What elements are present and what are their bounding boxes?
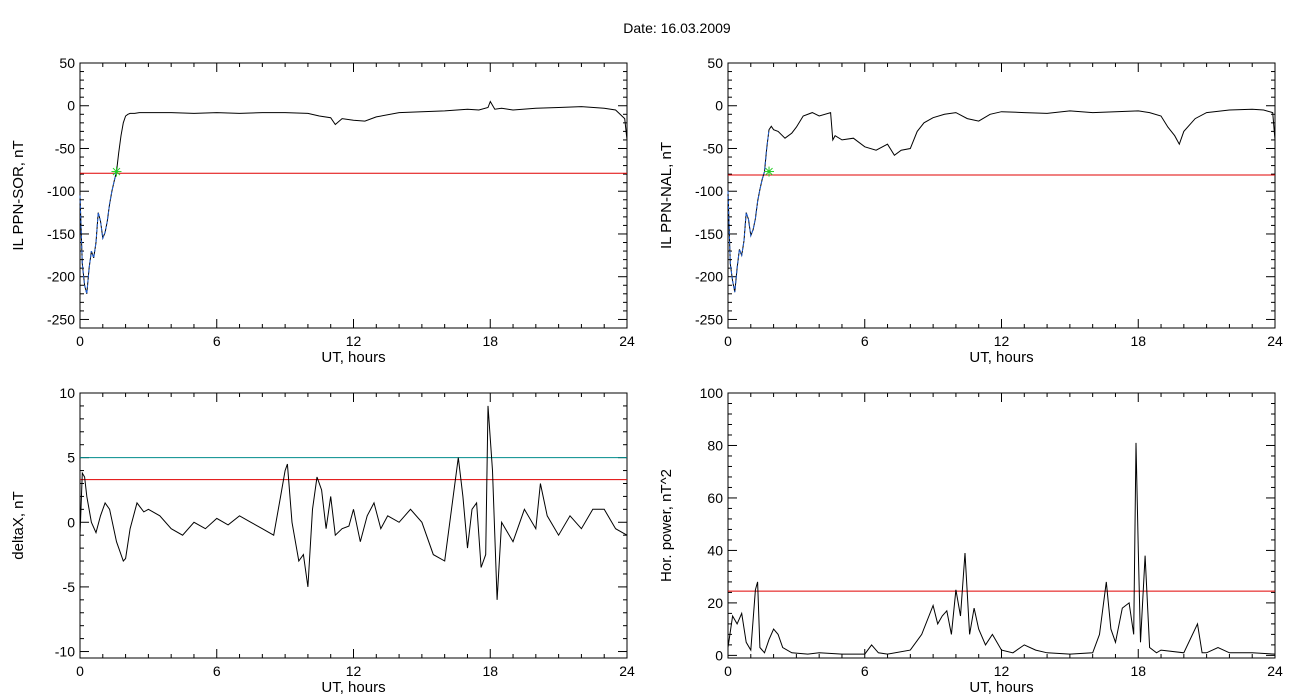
onset-segment: [727, 129, 770, 293]
x-axis-label: UT, hours: [321, 349, 385, 366]
x-tick-label: 18: [1130, 663, 1146, 679]
panel-il-ppn-sor: 0 6 12 18 24 50 0 -50 -100 -150 -200 -250 UT, hours I…: [10, 55, 635, 366]
series-line: [79, 100, 628, 294]
x-axis-label: UT, hours: [969, 679, 1033, 696]
y-tick-label: -50: [703, 140, 723, 156]
x-tick-label: 12: [994, 663, 1010, 679]
y-tick-label: 0: [715, 98, 723, 114]
x-tick-label: 6: [861, 663, 869, 679]
y-tick-label: -5: [63, 579, 76, 595]
y-tick-label: 5: [67, 450, 75, 466]
x-tick-label: 18: [482, 333, 498, 349]
x-tick-label: 0: [76, 663, 84, 679]
series-line: [79, 405, 628, 600]
y-axis-label: IL PPN-SOR, nT: [10, 140, 27, 250]
y-tick-label: -50: [55, 140, 75, 156]
y-tick-label: 0: [67, 514, 75, 530]
plot-frame: [79, 392, 628, 659]
x-tick-label: 12: [994, 333, 1010, 349]
panel-hor-power: 0 6 12 18 24 100 80 60 40 20 0 UT, hours Hor. power,…: [658, 385, 1283, 696]
y-tick-label: -200: [47, 269, 75, 285]
x-tick-label: 18: [1130, 333, 1146, 349]
y-tick-label: -100: [47, 183, 75, 199]
y-tick-label: 100: [700, 385, 724, 401]
panel-il-ppn-nal: 0 6 12 18 24 50 0 -50 -100 -150 -200 -250 UT, hours I…: [658, 55, 1283, 366]
x-axis-label: UT, hours: [969, 349, 1033, 366]
y-tick-label: 50: [707, 55, 723, 71]
y-tick-label: -200: [695, 269, 723, 285]
onset-marker: [764, 166, 775, 177]
x-tick-label: 24: [619, 663, 635, 679]
y-tick-label: 20: [707, 595, 723, 611]
y-axis-label: IL PPN-NAL, nT: [658, 142, 675, 249]
series-line: [727, 442, 1276, 655]
y-tick-label: 80: [707, 437, 723, 453]
y-tick-label: -100: [695, 183, 723, 199]
y-tick-label: 0: [715, 647, 723, 663]
onset-segment: [79, 171, 117, 294]
y-tick-label: -150: [695, 226, 723, 242]
figure-title: Date: 16.03.2009: [623, 20, 731, 36]
x-tick-label: 24: [1267, 663, 1283, 679]
x-tick-label: 0: [76, 333, 84, 349]
panel-delta-x: 0 6 12 18 24 10 5 0 -5 -10 UT, hours deltaX, nT: [10, 385, 635, 696]
plot-frame: [79, 62, 628, 329]
plot-frame: [727, 392, 1276, 659]
x-axis-label: UT, hours: [321, 679, 385, 696]
y-tick-label: 0: [67, 98, 75, 114]
y-tick-label: -150: [47, 226, 75, 242]
plot-frame: [727, 62, 1276, 329]
x-tick-label: 6: [861, 333, 869, 349]
y-tick-label: -250: [47, 311, 75, 327]
y-axis-label: deltaX, nT: [10, 491, 27, 559]
x-tick-label: 18: [482, 663, 498, 679]
x-tick-label: 12: [346, 333, 362, 349]
x-tick-label: 6: [213, 333, 221, 349]
x-tick-label: 12: [346, 663, 362, 679]
y-tick-label: -250: [695, 311, 723, 327]
x-tick-label: 0: [724, 333, 732, 349]
onset-marker: [111, 166, 122, 177]
onset-marker-stroke: [112, 167, 121, 176]
x-tick-label: 0: [724, 663, 732, 679]
y-tick-label: 40: [707, 542, 723, 558]
x-tick-label: 24: [619, 333, 635, 349]
x-tick-label: 6: [213, 663, 221, 679]
y-tick-label: 50: [59, 55, 75, 71]
series-line: [727, 108, 1276, 293]
y-tick-label: 10: [59, 385, 75, 401]
x-tick-label: 24: [1267, 333, 1283, 349]
y-axis-label: Hor. power, nT^2: [658, 469, 675, 582]
y-tick-label: -10: [55, 644, 75, 660]
onset-marker-stroke: [765, 167, 773, 176]
y-tick-label: 60: [707, 490, 723, 506]
